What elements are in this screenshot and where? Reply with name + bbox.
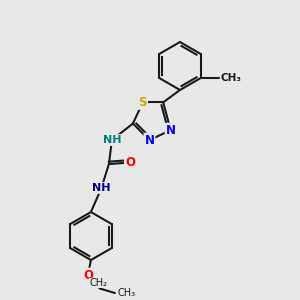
Text: N: N: [145, 134, 154, 147]
Text: S: S: [139, 96, 147, 109]
Text: CH₃: CH₃: [117, 288, 135, 298]
Text: NH: NH: [103, 135, 121, 145]
Text: O: O: [125, 156, 135, 169]
Text: CH₃: CH₃: [220, 73, 241, 83]
Text: NH: NH: [92, 183, 111, 193]
Text: O: O: [83, 268, 93, 281]
Text: CH₂: CH₂: [89, 278, 107, 288]
Text: N: N: [166, 124, 176, 137]
